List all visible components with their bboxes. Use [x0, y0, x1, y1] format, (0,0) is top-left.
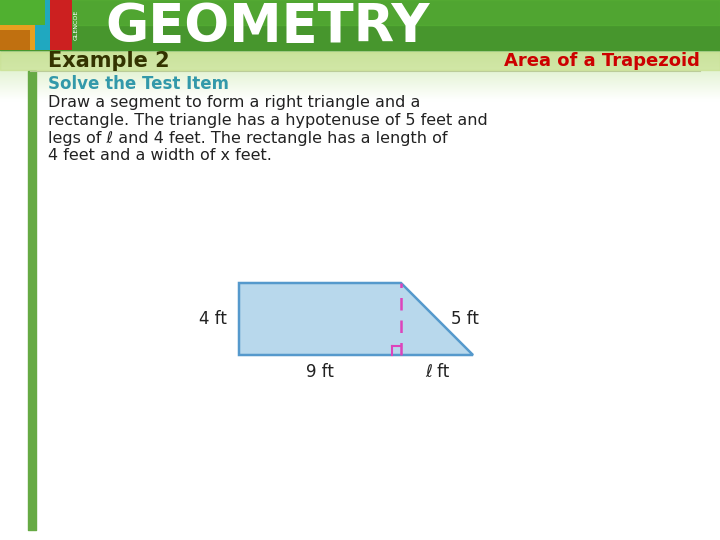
Polygon shape [0, 0, 45, 25]
Text: GLENCOE: GLENCOE [73, 10, 78, 40]
Text: legs of ℓ and 4 feet. The rectangle has a length of: legs of ℓ and 4 feet. The rectangle has … [48, 131, 448, 145]
Text: Draw a segment to form a right triangle and a: Draw a segment to form a right triangle … [48, 94, 420, 110]
Polygon shape [35, 0, 70, 50]
Text: Area of a Trapezoid: Area of a Trapezoid [504, 52, 700, 70]
Text: Example 2: Example 2 [48, 51, 170, 71]
Text: GEOMETRY: GEOMETRY [105, 1, 430, 53]
Text: ℓ ft: ℓ ft [425, 363, 449, 381]
Text: 5 ft: 5 ft [451, 310, 479, 328]
Text: 9 ft: 9 ft [306, 363, 334, 381]
Polygon shape [0, 25, 35, 50]
Text: 4 feet and a width of x feet.: 4 feet and a width of x feet. [48, 148, 272, 164]
Text: 4 ft: 4 ft [199, 310, 227, 328]
Text: Solve the Test Item: Solve the Test Item [48, 75, 229, 93]
Text: rectangle. The triangle has a hypotenuse of 5 feet and: rectangle. The triangle has a hypotenuse… [48, 112, 487, 127]
Polygon shape [0, 30, 30, 50]
Polygon shape [50, 0, 72, 50]
Polygon shape [239, 283, 473, 355]
